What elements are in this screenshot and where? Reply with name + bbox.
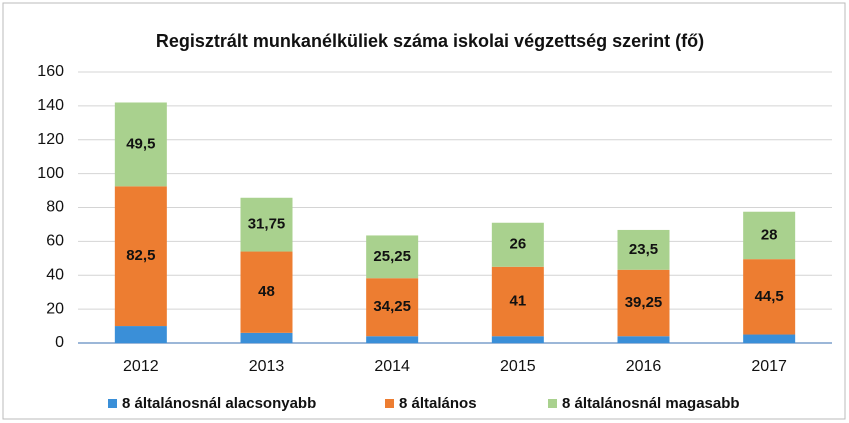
- bar-segment: [240, 332, 293, 343]
- legend-label: 8 általánosnál magasabb: [562, 395, 740, 412]
- data-label: 26: [509, 236, 526, 253]
- bar-segment: [114, 102, 167, 187]
- data-label: 44,5: [755, 288, 784, 305]
- legend-label: 8 általános: [399, 395, 477, 412]
- bar-segment: [491, 222, 544, 267]
- data-label: 23,5: [629, 241, 658, 258]
- bar-segment: [366, 235, 419, 279]
- y-tick-label: 160: [37, 63, 64, 80]
- x-tick-label: 2015: [500, 358, 536, 375]
- y-tick-label: 100: [37, 165, 64, 182]
- bar-segment: [617, 229, 670, 270]
- data-label: 31,75: [248, 216, 286, 233]
- data-label: 49,5: [126, 135, 155, 152]
- data-label: 48: [258, 283, 275, 300]
- data-label: 28: [761, 226, 778, 243]
- data-label: 34,25: [373, 298, 411, 315]
- y-tick-label: 140: [37, 97, 64, 114]
- x-tick-label: 2014: [374, 358, 410, 375]
- x-tick-label: 2012: [123, 358, 159, 375]
- bar-segment: [743, 259, 796, 335]
- legend-label: 8 általánosnál alacsonyabb: [122, 395, 316, 412]
- x-tick-label: 2017: [751, 358, 787, 375]
- y-tick-label: 40: [46, 266, 64, 283]
- bar-segment: [491, 266, 544, 337]
- data-label: 25,25: [373, 248, 411, 265]
- y-tick-label: 0: [55, 334, 64, 351]
- y-tick-label: 120: [37, 131, 64, 148]
- bar-segment: [366, 278, 419, 337]
- data-label: 82,5: [126, 247, 155, 264]
- bar-segment: [617, 269, 670, 337]
- chart-title: Regisztrált munkanélküliek száma iskolai…: [156, 31, 704, 51]
- x-tick-label: 2013: [249, 358, 285, 375]
- bar-segment: [240, 197, 293, 252]
- legend-swatch: [548, 399, 557, 408]
- y-tick-label: 20: [46, 300, 64, 317]
- bar-segment: [366, 336, 419, 343]
- bar-segment: [114, 326, 167, 343]
- y-tick-label: 60: [46, 233, 64, 250]
- bar-segment: [743, 211, 796, 260]
- bar-segment: [240, 251, 293, 333]
- legend-swatch: [385, 399, 394, 408]
- legend-swatch: [108, 399, 117, 408]
- y-tick-label: 80: [46, 199, 64, 216]
- bar-segment: [743, 334, 796, 343]
- data-label: 41: [509, 292, 526, 309]
- bar-segment: [114, 186, 167, 327]
- bar-segment: [491, 336, 544, 343]
- bar-segment: [617, 336, 670, 343]
- data-label: 39,25: [625, 294, 663, 311]
- x-tick-label: 2016: [626, 358, 662, 375]
